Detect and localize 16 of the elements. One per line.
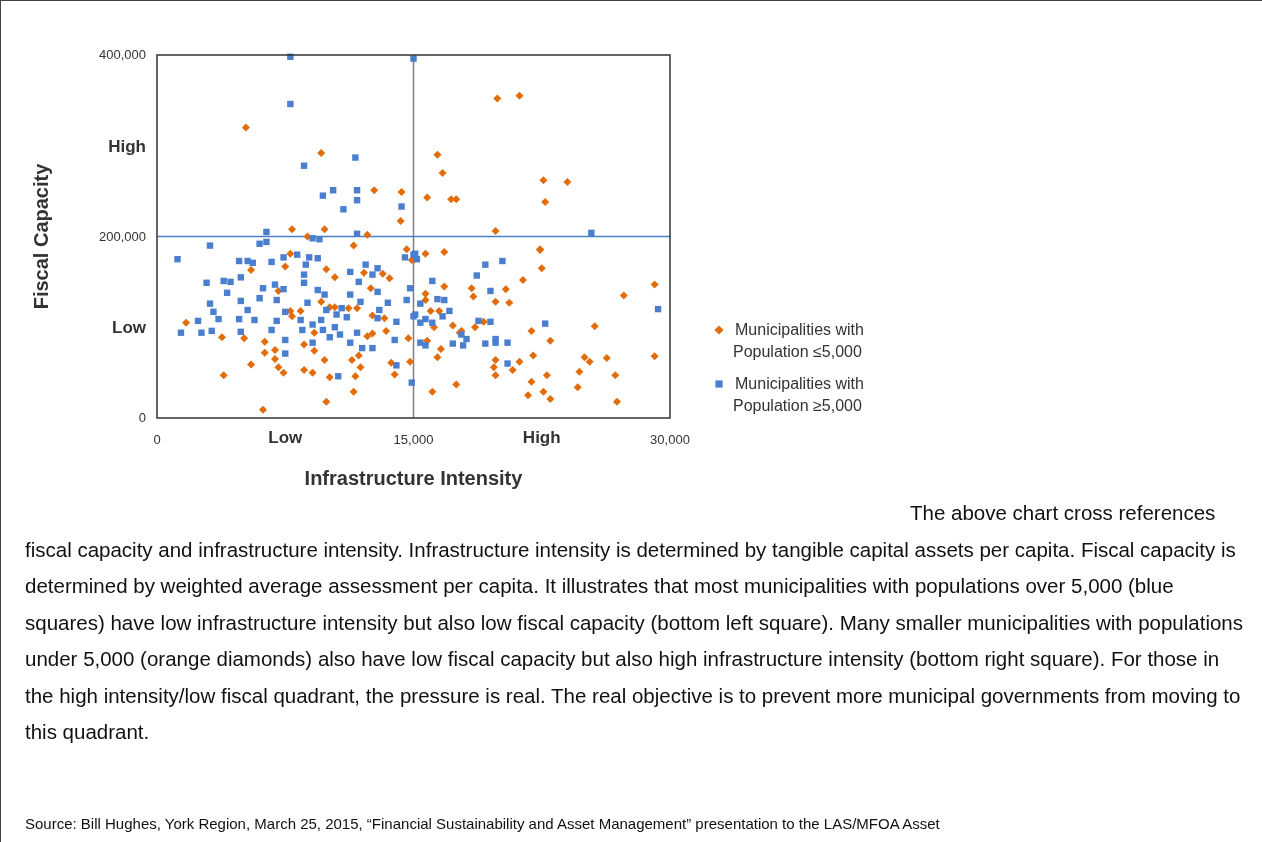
text: The above chart cross references fiscal capacity and infrastructure intensity. Infrastructure intensity is determined by tangible capital assets per capita. Fiscal capacity is determined by weighted average assessment per capita. It illustrates that most municipalities with populations over 5,000 (blue squares) have low infrastructure intensity but also low fiscal capacity (bottom left square). Many smaller municipalities with populations under 5,000 (orange diamonds) also have low fiscal capacity but also high infrastructure intensity (bottom right square). For those in the high intensity/low fiscal quadrant, the pressure is real. The real objective is to prevent more municipal governments from moving to this quadrant. — [25, 500, 1244, 745]
legend-label: Municipalities with Population ≥5,000 — [733, 375, 864, 414]
x-tick-label: 15,000 — [393, 432, 434, 447]
x-axis-title: Infrastructure Intensity — [304, 467, 524, 489]
y-tick-label: 0 — [138, 410, 146, 425]
x-tick-label: High — [522, 428, 561, 447]
source-note: Source: Bill Hughes, York Region, March 25, 2015, “Financial Sustainability and Asset Management” presentation to the LAS/MFOA Asset — [25, 815, 940, 832]
y-tick-label: 200,000 — [99, 228, 146, 244]
y-tick-label: 400,000 — [99, 47, 146, 62]
y-axis-title: Fiscal Capacity — [30, 162, 52, 310]
x-tick-label: 30,000 — [650, 432, 690, 447]
y-tick-label: Low — [112, 318, 147, 338]
y-tick-label: High — [108, 136, 146, 156]
x-tick-label: Low — [268, 428, 304, 447]
x-tick-label: 0 — [153, 432, 161, 447]
legend-label: Municipalities with Population ≤5,000 — [733, 321, 864, 360]
